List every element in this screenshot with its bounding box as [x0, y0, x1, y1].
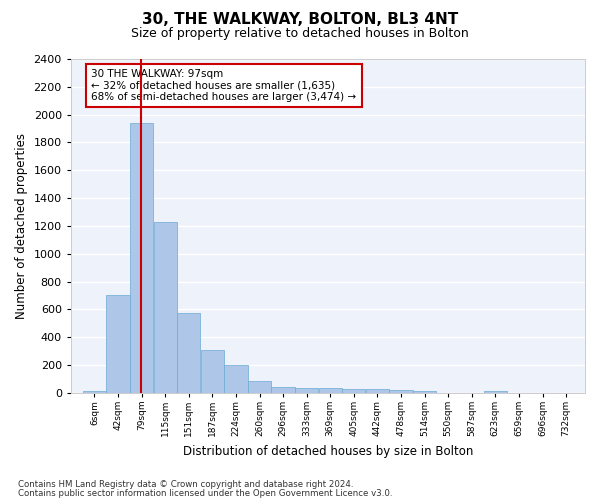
Bar [342, 390, 365, 393]
Bar [106, 296, 130, 393]
Bar [154, 222, 177, 393]
Text: Contains HM Land Registry data © Crown copyright and database right 2024.: Contains HM Land Registry data © Crown c… [18, 480, 353, 489]
Bar [319, 388, 342, 393]
Text: 30, THE WALKWAY, BOLTON, BL3 4NT: 30, THE WALKWAY, BOLTON, BL3 4NT [142, 12, 458, 28]
Bar [484, 391, 507, 393]
Bar [130, 123, 153, 393]
Bar [271, 386, 295, 393]
Bar [177, 313, 200, 393]
Bar [248, 381, 271, 393]
Bar [389, 390, 413, 393]
Text: Size of property relative to detached houses in Bolton: Size of property relative to detached ho… [131, 28, 469, 40]
Bar [366, 390, 389, 393]
X-axis label: Distribution of detached houses by size in Bolton: Distribution of detached houses by size … [183, 444, 473, 458]
Text: Contains public sector information licensed under the Open Government Licence v3: Contains public sector information licen… [18, 488, 392, 498]
Text: 30 THE WALKWAY: 97sqm
← 32% of detached houses are smaller (1,635)
68% of semi-d: 30 THE WALKWAY: 97sqm ← 32% of detached … [91, 69, 356, 102]
Bar [201, 350, 224, 393]
Y-axis label: Number of detached properties: Number of detached properties [15, 133, 28, 319]
Bar [83, 391, 106, 393]
Bar [224, 365, 248, 393]
Bar [413, 391, 436, 393]
Bar [295, 388, 319, 393]
